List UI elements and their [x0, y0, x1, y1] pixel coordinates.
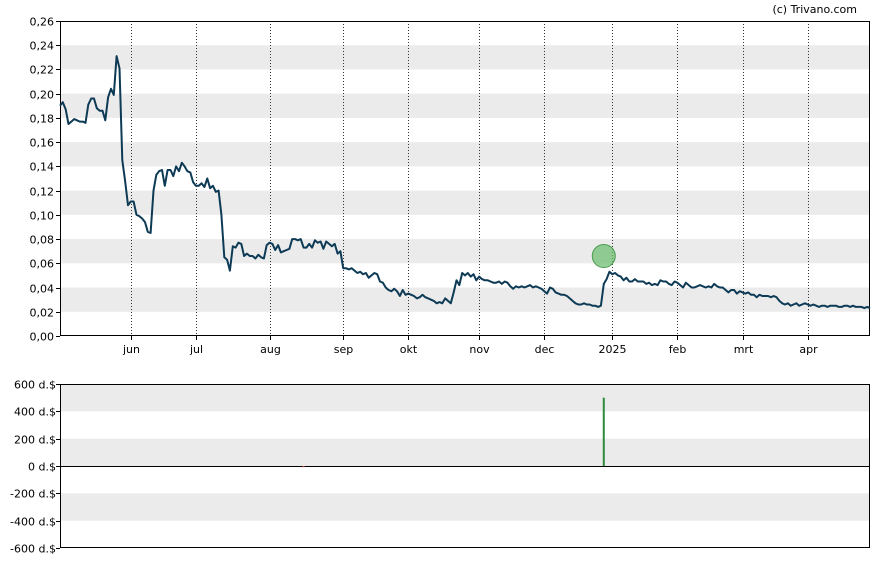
price-chart-axes [60, 21, 870, 336]
x-tick-label: jul [189, 343, 203, 356]
x-tick-label: 2025 [599, 343, 627, 356]
price-band [60, 287, 870, 312]
x-tick-label: apr [799, 343, 818, 356]
price-x-ticks: jun jul aug sep okt nov dec 2025 feb mrt apr [122, 336, 818, 356]
price-y-ticks: 0,00 0,02 0,04 0,06 0,08 0,10 0,12 0,14 0,16 0,18… [30, 16, 60, 344]
price-chart-bands [60, 45, 870, 312]
y-tick-label: 0,04 [30, 283, 55, 296]
credit-label: (c) Trivano.com [772, 3, 857, 16]
price-band [60, 239, 870, 264]
y-tick-label: 0,20 [30, 89, 55, 102]
price-line-layer [59, 55, 871, 310]
y-tick-label: 0,22 [30, 64, 55, 77]
y-tick-label: 0,24 [30, 40, 55, 53]
y-tick-label: 0,18 [30, 113, 55, 126]
y-tick-label: 0,02 [30, 307, 55, 320]
y-tick-label: 0,00 [30, 331, 55, 344]
y-tick-label: 0,16 [30, 137, 55, 150]
x-tick-label: okt [400, 343, 418, 356]
volume-band [60, 493, 870, 521]
x-tick-label: feb [669, 343, 687, 356]
volume-y-tick-label: -200 d.$ [10, 488, 56, 501]
volume-bar [302, 466, 305, 468]
y-tick-label: 0,06 [30, 258, 55, 271]
y-tick-label: 0,08 [30, 234, 55, 247]
volume-y-tick-label: -400 d.$ [10, 516, 56, 529]
y-tick-label: 0,12 [30, 186, 55, 199]
y-tick-label: 0,26 [30, 16, 55, 29]
x-tick-label: aug [260, 343, 281, 356]
volume-y-tick-label: 400 d.$ [14, 406, 56, 419]
volume-y-tick-label: 200 d.$ [14, 434, 56, 447]
event-marker [591, 244, 616, 269]
volume-y-ticks: 600 d.$ 400 d.$ 200 d.$ 0 d.$ -200 d.$ -400 d… [10, 379, 60, 556]
volume-bar [602, 397, 605, 466]
x-tick-label: mrt [734, 343, 754, 356]
x-tick-label: dec [535, 343, 555, 356]
x-tick-label: nov [469, 343, 490, 356]
x-tick-label: jun [122, 343, 140, 356]
x-tick-label: sep [334, 343, 353, 356]
volume-y-tick-label: 600 d.$ [14, 379, 56, 392]
price-plot-frame [60, 21, 870, 336]
price-band [60, 142, 870, 167]
volume-y-tick-label: -600 d.$ [10, 543, 56, 556]
volume-chart-axes [60, 384, 870, 548]
price-series-line [59, 55, 871, 310]
volume-y-tick-label: 0 d.$ [28, 461, 56, 474]
volume-bars [302, 397, 605, 468]
volume-chart-bands [60, 384, 870, 521]
price-band [60, 190, 870, 215]
y-tick-label: 0,14 [30, 161, 55, 174]
y-tick-label: 0,10 [30, 210, 55, 223]
price-band [60, 45, 870, 70]
price-band [60, 93, 870, 118]
volume-band [60, 384, 870, 412]
volume-band [60, 438, 870, 466]
